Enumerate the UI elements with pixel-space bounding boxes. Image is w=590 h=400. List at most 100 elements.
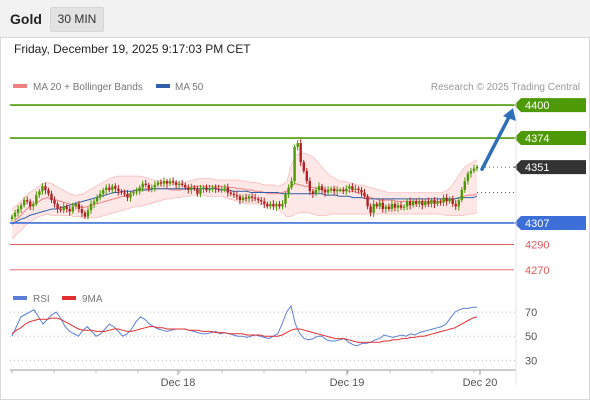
candle-body: [168, 181, 172, 184]
candle-body: [92, 201, 96, 204]
candle-body: [311, 191, 315, 194]
candle-body: [293, 146, 296, 182]
candle-body: [384, 206, 387, 209]
candle-body: [38, 191, 41, 196]
candle-body: [451, 198, 454, 204]
candle-body: [360, 190, 363, 193]
candle-body: [253, 197, 257, 199]
rsi-line: [11, 304, 477, 347]
candle-body: [135, 191, 138, 193]
forecast-arrow-shaft: [480, 115, 511, 171]
candle-body: [29, 201, 32, 207]
rsi-tick-label: 50: [525, 331, 537, 343]
candle-body: [141, 183, 144, 188]
candle-body: [80, 209, 84, 213]
bollinger-band-fill: [12, 153, 477, 240]
candle-body: [150, 187, 153, 189]
candle-body: [266, 203, 269, 207]
candle-body: [62, 206, 65, 211]
candle-body: [412, 201, 415, 206]
candle-body: [472, 168, 476, 171]
candle-body: [56, 203, 59, 209]
time-tick-label: Dec 18: [161, 377, 196, 389]
candle-body: [187, 187, 190, 190]
candle-body: [235, 195, 239, 197]
candle-body: [138, 187, 141, 192]
candle-body: [257, 198, 260, 201]
candle-body: [463, 181, 466, 190]
candle-body: [405, 201, 409, 207]
candle-body: [196, 188, 199, 194]
timeframe-button[interactable]: 30 MIN: [50, 7, 104, 32]
candle-body: [244, 197, 248, 199]
candle-body: [269, 203, 272, 207]
candle-body: [26, 200, 29, 202]
candle-body: [442, 197, 445, 203]
candle-body: [284, 193, 287, 204]
candle-body: [317, 186, 321, 190]
candle-body: [387, 206, 391, 209]
candle-body: [126, 193, 129, 198]
candle-body: [342, 190, 345, 192]
candle-body: [220, 188, 223, 190]
candle-body: [10, 216, 14, 220]
candle-body: [399, 205, 403, 208]
candle-body: [308, 181, 311, 192]
candle-body: [165, 181, 169, 184]
candle-body: [247, 196, 251, 199]
legend-label-ma50: MA 50: [175, 82, 204, 93]
candle-body: [44, 186, 47, 190]
candle-body: [19, 205, 23, 209]
candle-body: [460, 190, 463, 201]
candle-body: [408, 201, 412, 206]
candle-body: [418, 201, 421, 204]
legend-swatch-ma50: [156, 84, 170, 88]
candle-body: [68, 209, 71, 212]
candle-body: [123, 192, 126, 194]
candle-body: [184, 184, 187, 188]
level-label-4374: 4374: [525, 133, 549, 145]
candle-body: [41, 186, 44, 192]
candle-body: [117, 188, 120, 192]
candle-body: [232, 193, 236, 196]
chart-credit: Research © 2025 Trading Central: [431, 82, 580, 93]
legend-label-9ma: 9MA: [82, 294, 103, 305]
candle-body: [13, 212, 17, 217]
candle-body: [348, 186, 351, 189]
candle-body: [372, 203, 375, 213]
candle-body: [102, 190, 105, 194]
candle-body: [199, 188, 202, 194]
candle-body: [339, 190, 342, 191]
candle-body: [296, 143, 299, 147]
candle-body: [129, 193, 132, 198]
candle-body: [314, 190, 318, 194]
candle-body: [162, 181, 166, 184]
candle-body: [430, 200, 433, 204]
candle-body: [424, 201, 427, 206]
candle-body: [50, 193, 53, 201]
candle-body: [439, 201, 442, 203]
candle-body: [263, 201, 266, 204]
candle-body: [53, 200, 56, 204]
bollinger-lower-line: [11, 194, 478, 240]
candle-body: [320, 186, 324, 190]
candle-body: [144, 183, 147, 185]
candle-body: [250, 196, 254, 198]
candle-body: [83, 212, 87, 217]
candle-body: [290, 181, 293, 188]
candle-body: [105, 187, 108, 190]
candle-body: [120, 191, 123, 193]
candle-body: [475, 167, 479, 169]
candle-body: [278, 203, 281, 207]
candle-body: [156, 182, 160, 185]
candle-body: [275, 203, 278, 207]
candle-body: [357, 188, 360, 190]
candle-body: [421, 201, 424, 206]
candle-body: [354, 188, 357, 190]
candle-body: [71, 206, 74, 212]
candle-body: [89, 203, 93, 211]
candle-body: [396, 205, 400, 208]
legend-swatch-rsi: [13, 296, 27, 300]
candle-body: [363, 192, 366, 197]
